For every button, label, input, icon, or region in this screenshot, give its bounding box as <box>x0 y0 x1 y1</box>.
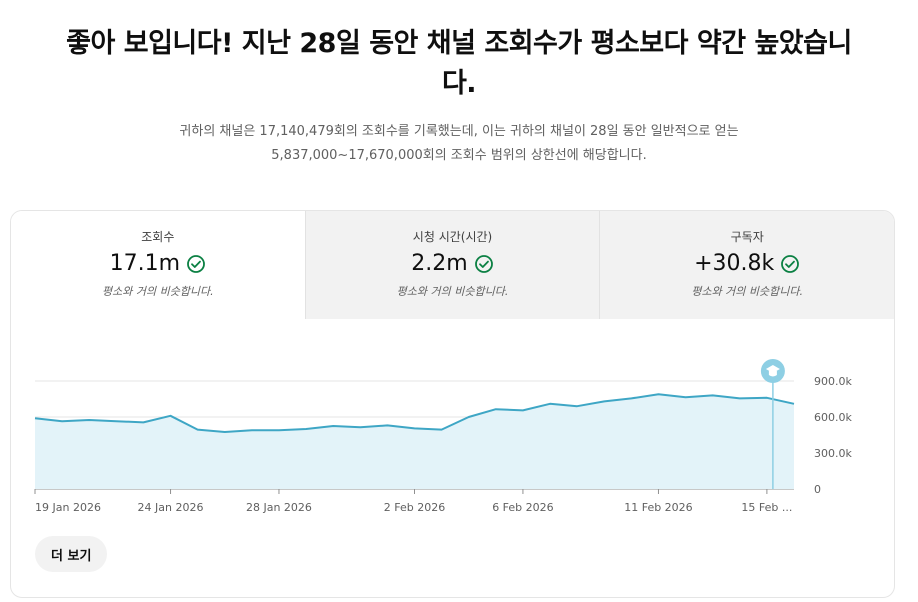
metric-label: 시청 시간(시간) <box>412 230 493 244</box>
metric-tab-views[interactable]: 조회수 17.1m 평소와 거의 비슷합니다. <box>11 211 305 319</box>
metric-value: +30.8k <box>694 251 775 276</box>
metric-value: 2.2m <box>411 251 468 276</box>
see-more-button[interactable]: 더 보기 <box>35 536 108 572</box>
x-tick-label: 28 Jan 2026 <box>246 501 312 514</box>
channel-performance-card: 조회수 17.1m 평소와 거의 비슷합니다. 시청 시간(시간) 2.2m 평… <box>10 210 895 598</box>
y-tick-label: 300.0k <box>814 447 852 460</box>
metric-tabs: 조회수 17.1m 평소와 거의 비슷합니다. 시청 시간(시간) 2.2m 평… <box>11 211 894 319</box>
metric-label: 구독자 <box>730 230 764 244</box>
y-tick-label: 0 <box>814 483 821 496</box>
x-tick-label: 19 Jan 2026 <box>35 501 101 514</box>
metric-note: 평소와 거의 비슷합니다. <box>396 285 509 298</box>
x-tick-label: 6 Feb 2026 <box>492 501 553 514</box>
y-tick-label: 900.0k <box>814 375 852 388</box>
metric-tab-subscribers[interactable]: 구독자 +30.8k 평소와 거의 비슷합니다. <box>599 211 894 319</box>
metric-value: 17.1m <box>109 251 181 276</box>
views-chart[interactable]: 0 300.0k 600.0k 900.0k 19 Jan 2026 24 Jan 202… <box>11 319 894 529</box>
check-circle-icon <box>781 255 800 273</box>
headline: 좋아 보입니다! 지난 28일 동안 채널 조회수가 평소보다 약간 높았습니다… <box>66 28 852 99</box>
series-area <box>35 394 794 489</box>
x-tick-label: 2 Feb 2026 <box>384 501 445 514</box>
y-tick-label: 600.0k <box>814 411 852 424</box>
description: 귀하의 채널은 17,140,479회의 조회수를 기록했는데, 이는 귀하의 … <box>179 124 739 163</box>
metric-label: 조회수 <box>141 230 175 244</box>
check-circle-icon <box>474 255 493 273</box>
x-tick-label: 24 Jan 2026 <box>138 501 204 514</box>
graduation-cap-icon[interactable] <box>760 359 785 383</box>
metric-note: 평소와 거의 비슷합니다. <box>691 285 804 298</box>
x-tick-label: 11 Feb 2026 <box>624 501 692 514</box>
metric-tab-watch-time[interactable]: 시청 시간(시간) 2.2m 평소와 거의 비슷합니다. <box>304 211 600 319</box>
x-tick-label: 15 Feb ... <box>741 501 792 514</box>
metric-note: 평소와 거의 비슷합니다. <box>101 285 214 298</box>
check-circle-icon <box>187 255 205 273</box>
